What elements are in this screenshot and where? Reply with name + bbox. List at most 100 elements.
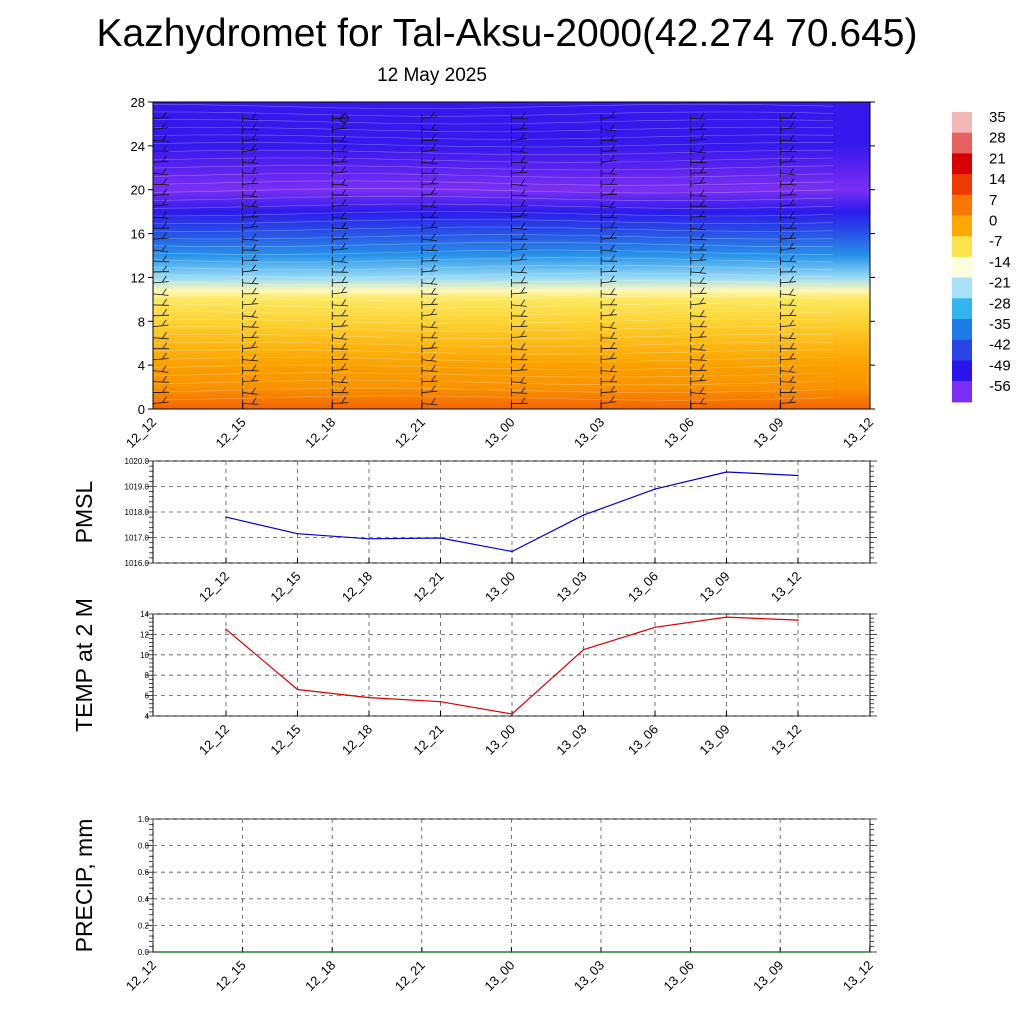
wind-barb <box>331 342 349 353</box>
isotherm-line <box>153 265 834 271</box>
temp-panel: 4 6 8 10 12 14 12_12 12_15 12_18 12_21 13_00 13_03 1… <box>71 598 877 758</box>
isotherm-line <box>153 288 834 293</box>
wind-barb <box>242 331 259 342</box>
wind-barb <box>600 265 618 276</box>
wind-barb <box>421 254 438 265</box>
x-tick-label: 12_18 <box>339 569 375 605</box>
wind-barb <box>779 265 797 276</box>
wind-barb <box>600 111 617 123</box>
wind-barb <box>600 211 618 222</box>
wind-barb <box>421 264 438 276</box>
wind-barb <box>153 221 170 233</box>
wind-barb <box>153 275 169 287</box>
wind-barb <box>331 353 349 364</box>
wind-barb <box>600 375 618 386</box>
wind-barb <box>153 309 169 320</box>
isotherm-line <box>153 126 834 132</box>
y-tick-label: 12 <box>140 630 149 639</box>
wind-barb <box>153 332 169 342</box>
colorbar-label: -49 <box>989 357 1011 374</box>
wind-barb <box>690 253 707 265</box>
isotherm-line <box>153 334 834 340</box>
colorbar-swatch <box>952 174 972 196</box>
wind-barb <box>600 134 618 145</box>
wind-barb <box>421 364 438 375</box>
wind-barb <box>511 178 527 189</box>
data-point <box>654 626 656 629</box>
wind-barb <box>779 145 797 156</box>
isotherm-line <box>153 195 834 202</box>
x-tick-label: 12_15 <box>213 415 249 451</box>
x-tick-label: 13_09 <box>750 415 786 451</box>
wind-barb <box>869 224 870 233</box>
wind-barb <box>242 177 259 189</box>
wind-barb <box>869 388 870 397</box>
wind-barb <box>690 387 707 397</box>
wind-barb <box>242 156 259 167</box>
wind-barb <box>690 189 707 200</box>
wind-barb <box>421 200 438 211</box>
wind-barb <box>600 221 618 233</box>
x-tick-label: 12_15 <box>267 569 303 605</box>
colorbar-swatch <box>952 215 972 237</box>
isotherm-line <box>153 349 834 355</box>
colorbar-swatch <box>952 194 972 217</box>
wind-barb <box>600 308 617 320</box>
wind-barb <box>511 363 528 375</box>
data-point <box>779 951 781 953</box>
colorbar-swatch <box>952 153 972 175</box>
wind-barb <box>869 399 870 408</box>
wind-barb <box>421 123 438 134</box>
x-tick-label: 13_12 <box>768 569 804 605</box>
data-point <box>296 688 299 691</box>
wind-barb <box>242 277 259 287</box>
x-tick-label: 13_09 <box>750 958 786 994</box>
wind-barb <box>153 375 169 386</box>
x-tick-label: 13_03 <box>571 415 607 451</box>
wind-barb <box>869 114 870 123</box>
wind-barb <box>869 278 870 287</box>
wind-barb <box>869 333 870 342</box>
colorbar-label: -56 <box>989 378 1011 395</box>
colorbar-swatch <box>952 298 972 320</box>
wind-barb <box>242 166 259 178</box>
isotherm-line <box>153 142 833 148</box>
wind-barb <box>869 377 870 386</box>
y-tick-label: 1.0 <box>138 815 150 824</box>
wind-barb <box>242 374 259 386</box>
wind-barb <box>779 352 797 364</box>
y-tick-label: 14 <box>140 610 149 619</box>
wind-barb <box>153 122 169 134</box>
wind-barb <box>600 342 618 353</box>
wind-barb <box>600 144 618 156</box>
wind-barb <box>153 396 169 408</box>
wind-barb <box>511 376 527 386</box>
colorbar-swatch <box>952 132 972 154</box>
wind-barb <box>421 308 438 320</box>
wind-barb <box>421 111 438 123</box>
wind-barb <box>869 300 870 309</box>
x-tick-label: 12_18 <box>339 722 375 758</box>
isotherm-line <box>153 226 834 232</box>
chart-title: Kazhydromet for Tal-Aksu-2000(42.274 70.… <box>96 12 918 55</box>
isotherm-line <box>153 180 834 186</box>
wind-barb <box>600 167 617 178</box>
wind-barb <box>153 198 169 211</box>
wind-barb <box>153 155 169 167</box>
wind-barb <box>331 135 348 145</box>
wind-barb <box>869 213 870 222</box>
wind-barb <box>242 220 259 233</box>
wind-barb <box>779 255 797 265</box>
wind-barb <box>511 286 528 298</box>
data-point <box>439 700 442 703</box>
isotherm-line <box>153 149 834 155</box>
wind-barb <box>331 211 348 222</box>
data-point <box>725 471 728 473</box>
wind-barb <box>600 155 617 167</box>
colorbar-swatch <box>952 256 972 279</box>
wind-barb <box>331 242 348 255</box>
colorbar: 35 28 21 14 7 0 -7 -14 -21 -28 -35 -42 -49 -56 <box>952 109 1011 403</box>
wind-barb <box>153 178 169 189</box>
wind-barb <box>511 222 528 233</box>
x-tick-label: 12_15 <box>267 722 303 758</box>
